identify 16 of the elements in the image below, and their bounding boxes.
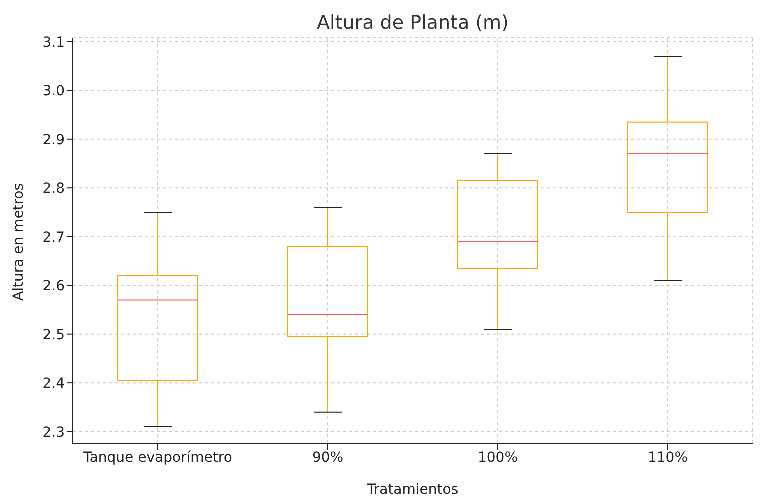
y-axis-title: Altura en metros	[10, 183, 27, 301]
y-tick-label: 2.7	[42, 230, 65, 246]
x-tick-label: 90%	[312, 450, 344, 466]
x-axis-title: Tratamientos	[366, 482, 459, 498]
y-tick-label: 3.0	[42, 84, 65, 100]
chart-title: Altura de Planta (m)	[316, 12, 510, 34]
y-tick-label: 2.6	[42, 278, 66, 295]
y-tick-label: 2.9	[42, 132, 65, 148]
x-tick-label: 100%	[478, 450, 518, 466]
y-tick-label: 2.8	[42, 181, 65, 198]
y-tick-label: 2.3	[42, 424, 65, 441]
y-tick-label: 3.1	[42, 34, 65, 51]
x-tick-label: 110%	[648, 450, 688, 466]
y-tick-label: 2.4	[42, 376, 66, 392]
x-tick-label: Tanque evaporímetro	[82, 450, 232, 466]
y-tick-label: 2.5	[42, 327, 65, 344]
